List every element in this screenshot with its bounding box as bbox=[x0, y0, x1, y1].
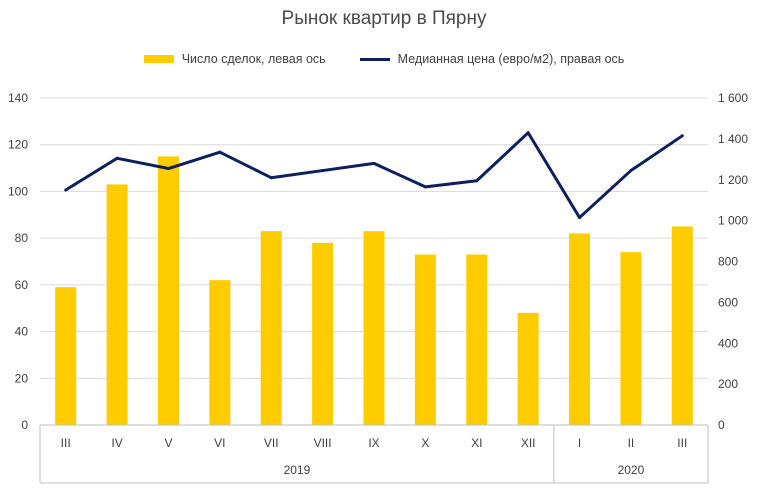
line-series bbox=[64, 131, 684, 220]
right-tick-label: 200 bbox=[718, 377, 738, 391]
bar bbox=[517, 312, 539, 425]
bar bbox=[363, 231, 385, 425]
right-tick-label: 0 bbox=[718, 418, 725, 432]
price-point bbox=[423, 185, 427, 189]
category-tick-label: VIII bbox=[314, 436, 332, 450]
group-label: 2020 bbox=[618, 463, 645, 477]
bar bbox=[671, 226, 693, 425]
category-tick-label: XII bbox=[521, 436, 536, 450]
price-point bbox=[115, 156, 119, 160]
category-tick-label: III bbox=[677, 436, 687, 450]
price-point bbox=[680, 134, 684, 138]
category-tick-label: IV bbox=[111, 436, 122, 450]
left-tick-label: 60 bbox=[15, 278, 29, 292]
legend-swatch-line bbox=[359, 57, 390, 61]
left-tick-label: 40 bbox=[15, 325, 29, 339]
category-tick-label: VI bbox=[214, 436, 225, 450]
price-point bbox=[269, 176, 273, 180]
axes: 0 20 40 60 80 100 120 140 0 200 400 600 800 1 000 1 20… bbox=[8, 91, 748, 484]
right-tick-label: 1 000 bbox=[718, 214, 748, 228]
bar bbox=[106, 184, 128, 425]
right-tick-label: 1 200 bbox=[718, 173, 748, 187]
price-point bbox=[64, 188, 68, 192]
chart-title: Рынок квартир в Пярну bbox=[281, 8, 487, 29]
group-label: 2019 bbox=[284, 463, 311, 477]
price-point bbox=[372, 161, 376, 165]
bar bbox=[312, 242, 334, 425]
bar bbox=[209, 280, 231, 425]
bar bbox=[466, 254, 488, 425]
bar bbox=[620, 252, 642, 425]
price-point bbox=[166, 167, 170, 171]
price-point bbox=[321, 169, 325, 173]
bar bbox=[414, 254, 436, 425]
left-tick-label: 20 bbox=[15, 371, 29, 385]
category-tick-label: VII bbox=[264, 436, 279, 450]
category-tick-label: X bbox=[421, 436, 429, 450]
left-tick-label: 80 bbox=[15, 231, 29, 245]
bar-series bbox=[55, 156, 693, 425]
category-tick-label: V bbox=[164, 436, 172, 450]
price-point bbox=[629, 169, 633, 173]
legend-item-price: Медианная цена (евро/м2), правая ось bbox=[359, 52, 625, 66]
legend-item-deals: Число сделок, левая ось bbox=[143, 52, 326, 66]
right-tick-label: 1 600 bbox=[718, 91, 748, 105]
bar bbox=[569, 233, 591, 425]
legend-label-price: Медианная цена (евро/м2), правая ось bbox=[397, 52, 625, 66]
legend: Число сделок, левая ось Медианная цена (… bbox=[0, 52, 768, 66]
left-tick-label: 120 bbox=[8, 138, 28, 152]
price-point bbox=[218, 150, 222, 154]
right-tick-label: 1 400 bbox=[718, 132, 748, 146]
category-tick-label: IX bbox=[368, 436, 379, 450]
left-tick-label: 100 bbox=[8, 184, 28, 198]
right-tick-label: 400 bbox=[718, 336, 738, 350]
category-tick-label: III bbox=[61, 436, 71, 450]
category-tick-label: I bbox=[578, 436, 581, 450]
legend-swatch-bar bbox=[143, 55, 174, 63]
bar bbox=[55, 287, 77, 425]
price-point bbox=[475, 179, 479, 183]
bar bbox=[260, 231, 282, 425]
left-tick-label: 0 bbox=[21, 418, 28, 432]
price-point bbox=[526, 131, 530, 135]
bar bbox=[157, 156, 179, 425]
left-tick-label: 140 bbox=[8, 91, 28, 105]
category-tick-label: XI bbox=[471, 436, 482, 450]
price-point bbox=[578, 216, 582, 220]
right-tick-label: 600 bbox=[718, 295, 738, 309]
right-tick-label: 800 bbox=[718, 255, 738, 269]
category-tick-label: II bbox=[628, 436, 635, 450]
legend-label-deals: Число сделок, левая ось bbox=[181, 52, 326, 66]
